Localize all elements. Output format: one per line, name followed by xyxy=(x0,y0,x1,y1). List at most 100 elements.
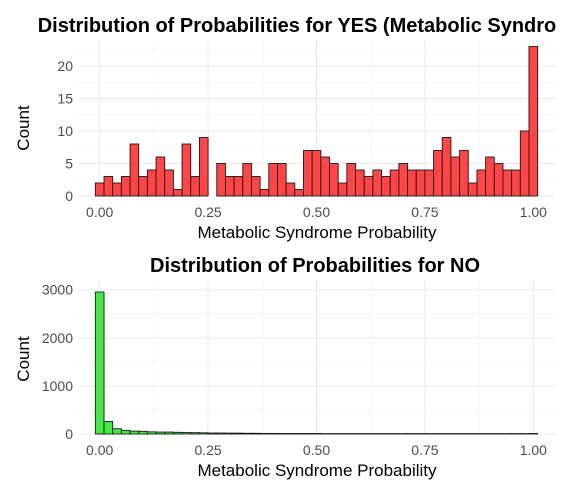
histogram-bar xyxy=(311,150,322,197)
chart-title: Distribution of Probabilities for YES (M… xyxy=(38,15,557,37)
x-tick-labels: 0.00 0.25 0.50 0.75 1.00 xyxy=(86,204,547,220)
histogram-bar xyxy=(450,156,461,197)
histogram-bar xyxy=(112,428,122,435)
x-axis-title: Metabolic Syndrome Probability xyxy=(197,223,437,242)
y-tick-label: 3000 xyxy=(42,282,73,298)
histogram-bar xyxy=(242,163,252,197)
histogram-bar xyxy=(285,182,296,197)
x-tick-label: 0.25 xyxy=(194,442,221,458)
histogram-bar xyxy=(259,189,270,197)
y-tick-label: 0 xyxy=(65,426,73,442)
x-tick-labels: 0.00 0.25 0.50 0.75 1.00 xyxy=(86,442,547,458)
histogram-bar xyxy=(242,432,252,435)
x-tick-label: 0.75 xyxy=(411,204,438,220)
x-tick-label: 0.00 xyxy=(86,204,113,220)
y-tick-label: 10 xyxy=(57,123,73,139)
histogram-bar xyxy=(320,156,330,197)
histogram-bar xyxy=(129,430,140,435)
histogram-bar xyxy=(424,169,435,197)
histogram-bar xyxy=(172,431,183,435)
histogram-bar xyxy=(381,176,391,197)
histogram-bar xyxy=(120,176,131,197)
y-tick-label: 20 xyxy=(57,58,73,74)
histogram-bar xyxy=(415,169,426,197)
histogram-bar xyxy=(467,182,478,197)
histogram-bar xyxy=(181,432,192,435)
histogram-bar xyxy=(250,432,261,435)
histogram-bar xyxy=(277,163,287,197)
histogram-bar xyxy=(389,169,400,197)
histogram-bar xyxy=(146,431,157,435)
histogram-bar xyxy=(398,163,409,197)
histogram-bar xyxy=(303,150,313,197)
histogram-bar xyxy=(129,143,140,197)
histogram-bar xyxy=(528,46,539,197)
histogram-bar xyxy=(233,176,244,197)
y-tick-label: 2000 xyxy=(42,330,73,346)
histogram-bar xyxy=(181,143,192,197)
histogram-bar xyxy=(511,169,521,197)
histogram-bar xyxy=(294,189,304,197)
x-tick-label: 1.00 xyxy=(520,204,547,220)
histogram-bar xyxy=(355,169,365,197)
x-tick-label: 0.50 xyxy=(303,204,330,220)
x-tick-label: 0.50 xyxy=(303,442,330,458)
histogram-bar xyxy=(459,150,469,197)
histogram-bar xyxy=(476,169,487,197)
histogram-bar xyxy=(259,432,270,435)
histogram-bar xyxy=(190,432,200,435)
histogram-bar xyxy=(519,130,530,197)
histogram-bar xyxy=(112,182,122,197)
yes-histogram-panel: Distribution of Probabilities for YES (M… xyxy=(14,15,556,242)
chart-title: Distribution of Probabilities for NO xyxy=(150,255,480,277)
histogram-bar xyxy=(216,163,226,197)
histogram-bar xyxy=(329,163,339,197)
histogram-bar xyxy=(363,176,374,197)
histogram-bar xyxy=(138,176,148,197)
x-tick-label: 0.75 xyxy=(411,442,438,458)
histogram-bar xyxy=(337,182,348,197)
histogram-bar xyxy=(190,176,200,197)
histogram-bar xyxy=(433,150,443,197)
y-axis-title: Count xyxy=(14,105,33,151)
y-tick-labels: 0 5 10 15 20 xyxy=(57,58,73,204)
histogram-bar xyxy=(198,137,209,197)
grid xyxy=(78,280,555,435)
x-tick-label: 0.25 xyxy=(194,204,221,220)
histogram-bar xyxy=(155,156,166,197)
histogram-bar xyxy=(224,432,235,435)
histogram-bar xyxy=(164,169,174,197)
y-tick-labels: 0 1000 2000 3000 xyxy=(42,282,73,442)
histogram-bar xyxy=(155,431,166,435)
y-tick-label: 15 xyxy=(57,91,73,107)
bars xyxy=(94,46,539,197)
histogram-bar xyxy=(502,169,513,197)
histogram-bar xyxy=(268,163,278,197)
histogram-bar xyxy=(198,432,209,435)
x-tick-label: 0.00 xyxy=(86,442,113,458)
histogram-bar xyxy=(493,163,504,197)
histogram-bar xyxy=(94,182,105,197)
histogram-bar xyxy=(485,156,495,197)
histogram-bar xyxy=(441,137,452,197)
histogram-bar xyxy=(207,432,218,435)
no-histogram-panel: Distribution of Probabilities for NO 0 10… xyxy=(14,255,555,480)
histogram-bar xyxy=(103,176,114,197)
x-axis-title: Metabolic Syndrome Probability xyxy=(197,461,437,480)
histogram-bar xyxy=(224,176,235,197)
histogram-bar xyxy=(250,176,261,197)
histogram-bar xyxy=(146,169,157,197)
bars xyxy=(94,291,539,435)
y-tick-label: 5 xyxy=(65,156,73,172)
y-tick-label: 0 xyxy=(65,188,73,204)
histogram-bar xyxy=(103,421,114,435)
histogram-bar xyxy=(138,430,148,435)
y-axis-title: Count xyxy=(14,336,33,382)
histogram-bar xyxy=(372,169,382,197)
x-tick-label: 1.00 xyxy=(520,442,547,458)
histogram-bar xyxy=(216,432,226,435)
histogram-bar xyxy=(172,189,183,197)
histogram-bar xyxy=(407,169,417,197)
histogram-bar xyxy=(164,431,174,435)
